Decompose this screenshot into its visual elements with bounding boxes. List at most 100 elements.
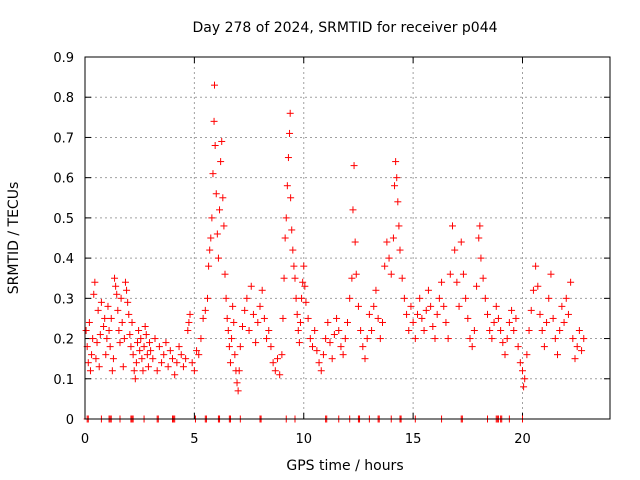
data-point (287, 194, 295, 202)
data-point (395, 222, 403, 230)
data-point (440, 302, 448, 310)
data-point (282, 214, 290, 222)
data-point (451, 246, 459, 254)
data-point (453, 278, 461, 286)
data-point (141, 322, 149, 330)
data-point (449, 222, 456, 230)
data-point (299, 278, 307, 286)
data-point (231, 351, 239, 359)
data-point (111, 274, 119, 282)
data-point (101, 314, 109, 322)
data-point (125, 310, 133, 318)
data-point (444, 335, 452, 343)
data-point (396, 246, 404, 254)
data-point (206, 246, 214, 254)
data-point (370, 302, 378, 310)
data-point (139, 367, 147, 375)
y-tick-label: 0.4 (53, 252, 74, 267)
data-point (311, 327, 319, 335)
data-point (477, 254, 485, 262)
data-point (108, 367, 116, 375)
x-tick-label: 0 (81, 432, 89, 447)
data-point (234, 387, 242, 395)
data-point (470, 327, 478, 335)
data-point (171, 371, 179, 379)
data-point (138, 355, 146, 363)
data-point (324, 318, 332, 326)
data-point (222, 294, 230, 302)
data-point (114, 306, 122, 314)
data-point (204, 294, 211, 302)
data-point (494, 314, 502, 322)
data-point (556, 327, 564, 335)
data-point (549, 314, 557, 322)
plot-frame (84, 56, 611, 420)
data-point (317, 367, 325, 375)
data-point (418, 314, 426, 322)
data-point (512, 314, 520, 322)
data-point (177, 351, 185, 359)
data-point (381, 262, 389, 270)
data-point (357, 327, 365, 335)
data-point (113, 290, 121, 298)
y-tick-label: 0.9 (53, 51, 74, 66)
data-point (129, 351, 137, 359)
data-point (409, 318, 417, 326)
data-point (420, 327, 428, 335)
data-point (216, 206, 224, 214)
data-point (118, 318, 126, 326)
data-point (100, 322, 108, 330)
data-point (313, 347, 321, 355)
data-point (267, 343, 275, 351)
data-point (164, 363, 172, 371)
data-point (235, 367, 243, 375)
data-point (387, 270, 395, 278)
data-point (335, 327, 343, 335)
data-point (229, 302, 237, 310)
data-point (554, 351, 561, 359)
data-point (538, 327, 546, 335)
data-point (243, 294, 251, 302)
data-point (289, 246, 297, 254)
data-point (236, 343, 244, 351)
x-tick-labels: 0 5 10 15 20 (81, 432, 531, 447)
data-point (92, 355, 100, 363)
data-point (283, 182, 291, 190)
data-point (124, 298, 132, 306)
data-point (112, 282, 120, 290)
data-point (341, 335, 349, 343)
data-point (179, 363, 187, 371)
data-point (294, 327, 302, 335)
data-point (459, 270, 467, 278)
data-point (392, 158, 400, 166)
data-point (411, 335, 419, 343)
data-point (309, 343, 316, 351)
data-point (175, 343, 183, 351)
data-point (492, 302, 500, 310)
data-point (153, 367, 161, 375)
data-point (490, 318, 498, 326)
data-point (96, 331, 104, 339)
data-point (89, 335, 97, 343)
data-point (315, 359, 323, 367)
data-point (197, 335, 205, 343)
data-point (361, 355, 369, 363)
data-point (508, 306, 516, 314)
data-point (140, 343, 148, 351)
data-point (135, 327, 143, 335)
data-point (400, 294, 408, 302)
x-tick-label: 5 (190, 432, 198, 447)
data-point (221, 270, 229, 278)
data-point (88, 351, 96, 359)
data-point (564, 310, 572, 318)
data-point (304, 314, 312, 322)
chart-title: Day 278 of 2024, SRMTID for receiver p04… (192, 20, 497, 36)
data-point (115, 327, 123, 335)
data-point (391, 182, 399, 190)
data-point (484, 310, 491, 318)
data-point (562, 294, 570, 302)
data-point (328, 355, 336, 363)
data-point (322, 335, 330, 343)
data-point (284, 154, 292, 162)
y-tick-label: 0 (66, 413, 74, 428)
